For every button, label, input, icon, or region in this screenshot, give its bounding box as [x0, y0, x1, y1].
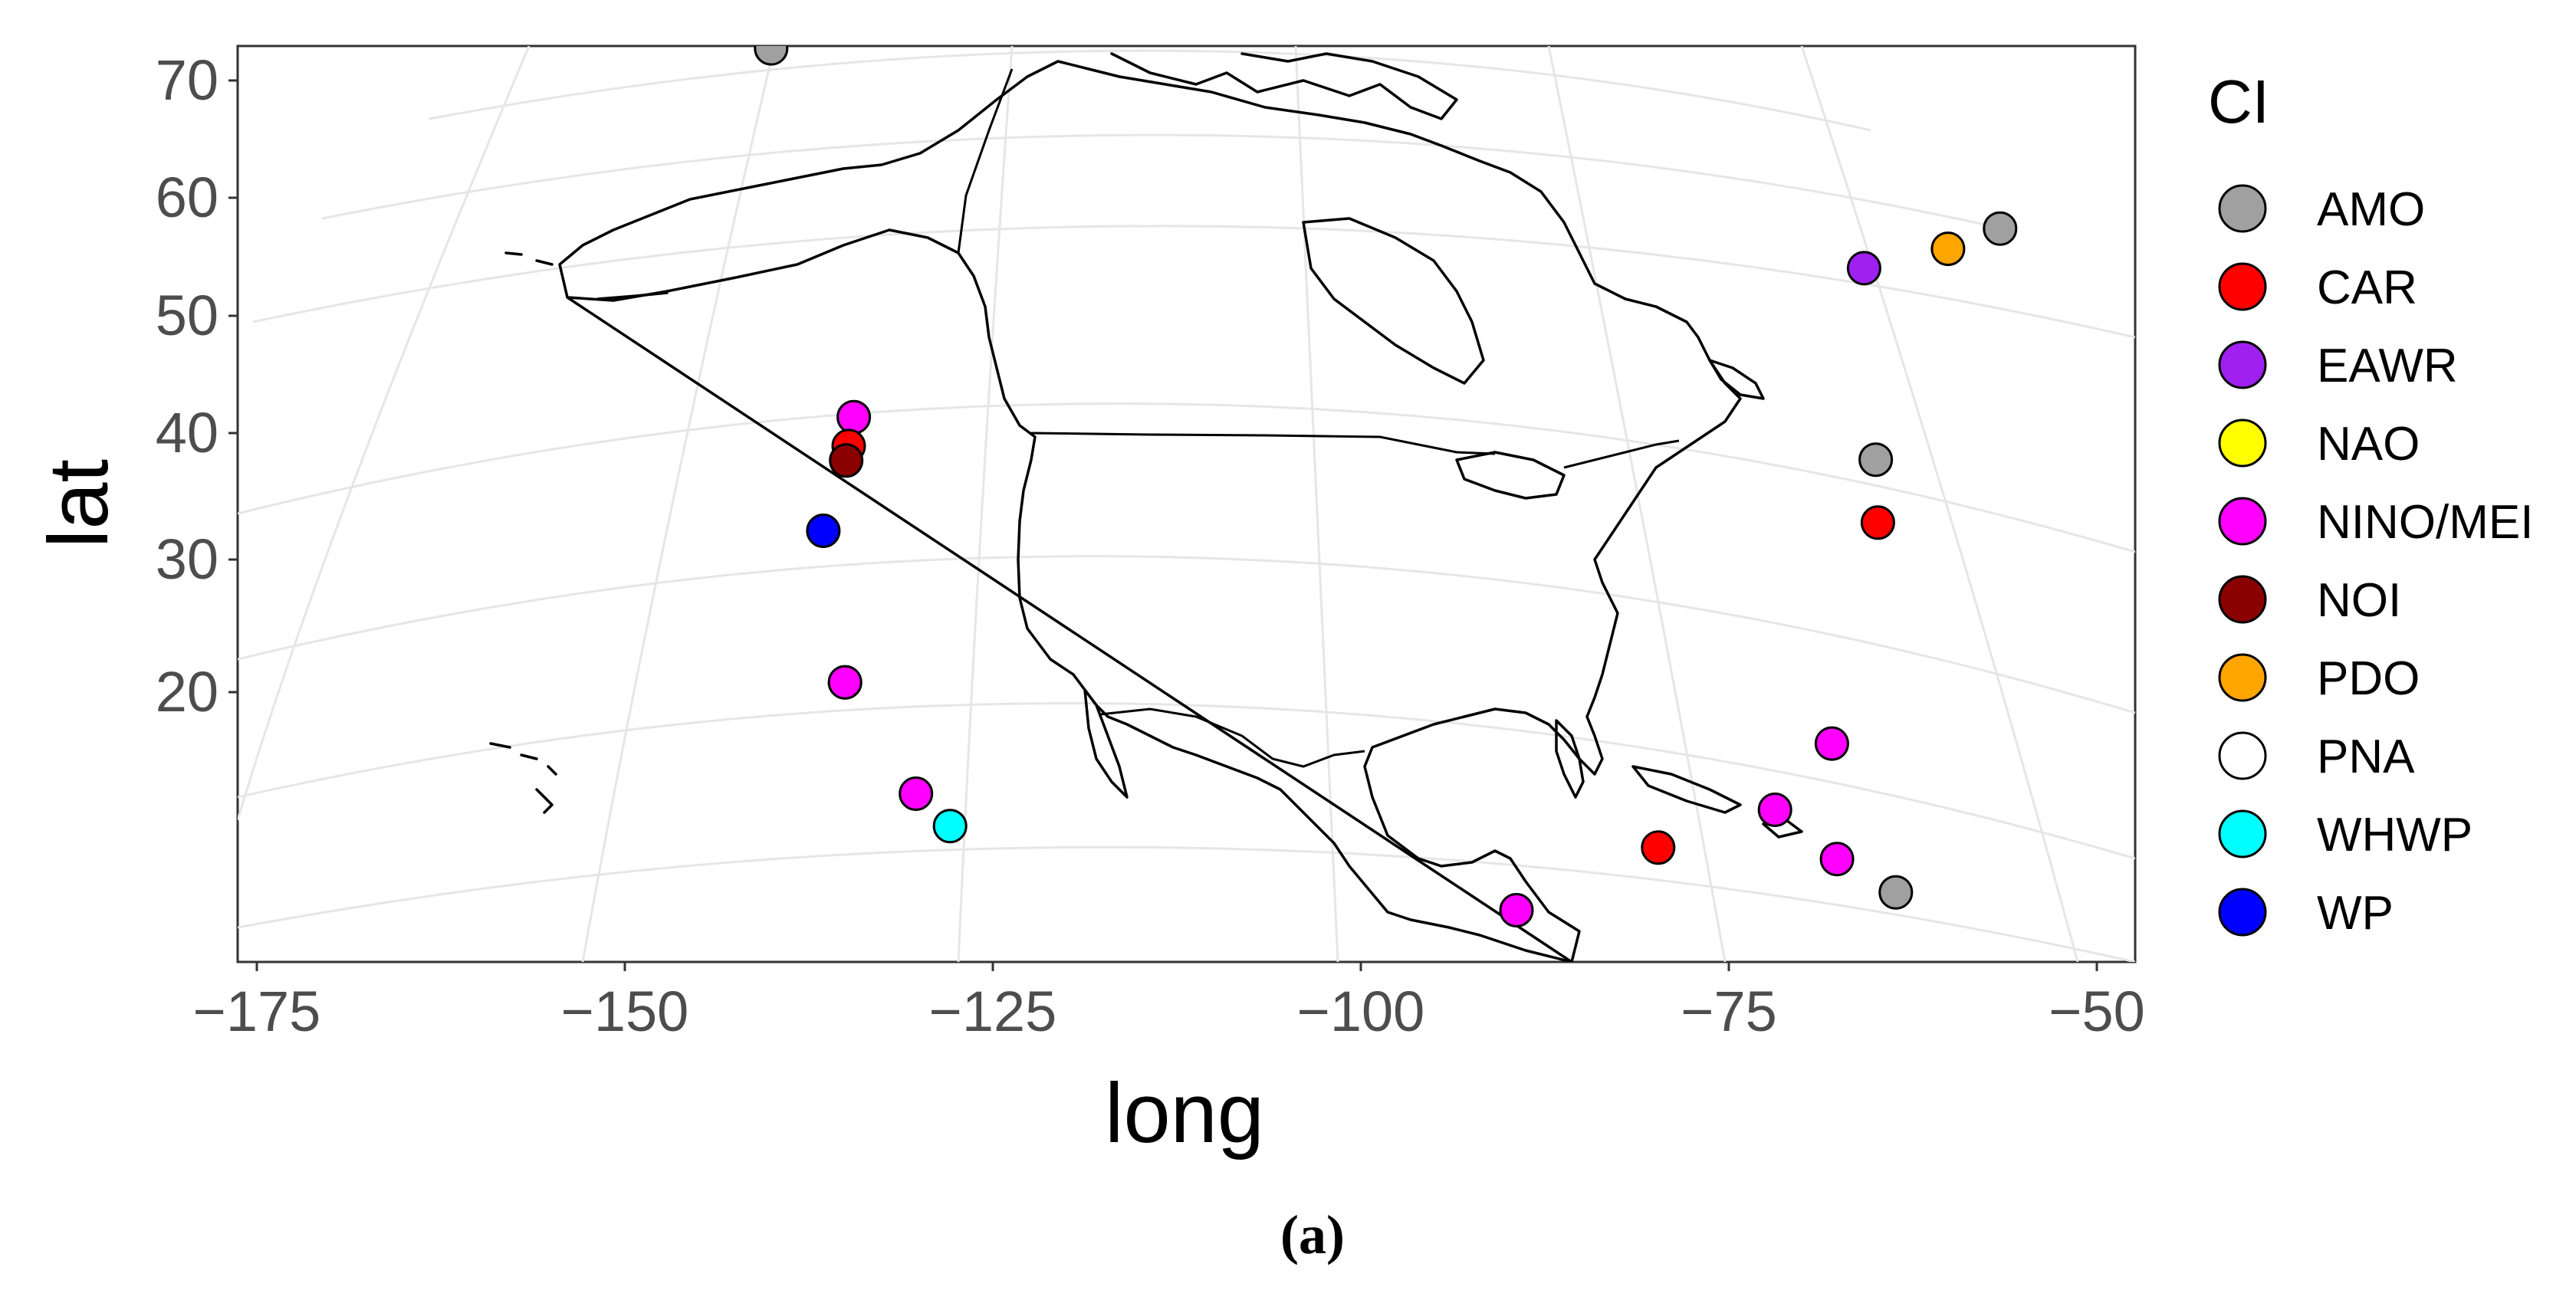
graticule-lat-40	[238, 402, 2135, 553]
graticule-lon-100	[1294, 46, 1339, 962]
baja-california	[1083, 688, 1129, 799]
site-marker-amo	[1983, 211, 2018, 246]
y-tick-label: 20	[156, 660, 219, 724]
x-axis: −175 −150 −125 −100 −75 −50	[193, 962, 2145, 1043]
x-tick-label: −125	[929, 980, 1057, 1043]
site-marker-nino-mei	[1757, 793, 1792, 827]
legend-entry: AMO	[2218, 183, 2425, 236]
legend: CI AMO CAR EAWR NAO NINO/MEI NOI PDO PNA WHWP WP	[2208, 67, 2533, 940]
y-tick-label: 70	[156, 48, 219, 112]
y-tick-label: 50	[156, 284, 219, 347]
graticule-lat-50	[252, 225, 2135, 339]
x-axis-title: long	[1105, 1066, 1264, 1160]
y-axis: 70 60 50 40 30 20	[156, 48, 238, 724]
plot-panel	[236, 44, 2137, 963]
site-markers	[754, 46, 2018, 927]
legend-entry: PNA	[2218, 730, 2415, 783]
legend-swatch	[2218, 731, 2267, 780]
site-marker-car	[1860, 505, 1895, 540]
legend-entry: WP	[2218, 887, 2394, 940]
aleutian-chain	[504, 251, 669, 300]
y-axis-title: lat	[31, 459, 126, 548]
legend-swatch	[2218, 653, 2267, 702]
x-tick-label: −75	[1681, 980, 1777, 1043]
graticule-lat-30	[238, 555, 2135, 714]
graticule-lon-175	[238, 46, 531, 821]
site-marker-nino-mei	[836, 399, 872, 435]
florida	[1555, 719, 1585, 799]
site-marker-nino-mei	[899, 776, 934, 811]
legend-label: PDO	[2317, 652, 2420, 705]
legend-entry: EAWR	[2218, 340, 2458, 392]
great-lakes	[1455, 451, 1566, 500]
legend-label: WP	[2317, 887, 2394, 940]
legend-swatch	[2218, 497, 2267, 546]
x-tick-label: −50	[2049, 980, 2145, 1043]
x-tick-label: −150	[561, 980, 689, 1043]
site-marker-car	[1641, 830, 1676, 865]
site-marker-noi	[829, 443, 864, 478]
legend-entry: WHWP	[2218, 809, 2472, 862]
arctic-islands	[1110, 52, 1458, 120]
graticule-lat-20	[238, 702, 2135, 860]
figure-caption: (a)	[1280, 1204, 1345, 1265]
site-marker-amo	[1858, 442, 1894, 478]
legend-title: CI	[2208, 67, 2269, 136]
legend-items: AMO CAR EAWR NAO NINO/MEI NOI PDO PNA WHWP WP	[2218, 183, 2533, 940]
legend-entry: NOI	[2218, 574, 2401, 627]
site-marker-nino-mei	[1499, 893, 1534, 927]
legend-entry: CAR	[2218, 261, 2417, 314]
site-marker-amo	[754, 46, 789, 66]
legend-entry: PDO	[2218, 652, 2420, 705]
borders	[957, 68, 1680, 768]
graticule-lon-50	[1800, 46, 2079, 962]
graticule-lat-60	[321, 133, 2009, 231]
graticule-lon-75	[1547, 46, 1727, 962]
site-marker-nino-mei	[827, 665, 863, 700]
legend-swatch	[2218, 888, 2267, 937]
legend-entry: NINO/MEI	[2218, 496, 2533, 549]
legend-swatch	[2218, 809, 2267, 858]
legend-label: PNA	[2317, 730, 2415, 783]
legend-label: NAO	[2317, 418, 2420, 471]
legend-label: WHWP	[2317, 809, 2472, 862]
legend-entry: NAO	[2218, 418, 2420, 471]
legend-label: CAR	[2317, 261, 2417, 314]
x-tick-label: −100	[1297, 980, 1425, 1043]
legend-swatch	[2218, 262, 2267, 311]
site-marker-amo	[1878, 875, 1914, 910]
y-tick-label: 30	[156, 527, 219, 591]
cuba	[1631, 765, 1742, 814]
graticule-lat-10	[238, 845, 2135, 962]
site-marker-whwp	[932, 809, 968, 844]
newfoundland	[1708, 359, 1765, 400]
legend-label: NOI	[2317, 574, 2401, 627]
legend-label: EAWR	[2317, 340, 2458, 392]
map-layer	[238, 46, 2135, 962]
legend-label: NINO/MEI	[2317, 496, 2533, 549]
us-canada-border	[1030, 432, 1496, 455]
legend-label: AMO	[2317, 183, 2425, 236]
legend-swatch	[2218, 575, 2267, 624]
us-mexico-border	[1099, 707, 1365, 768]
y-tick-label: 40	[156, 401, 219, 464]
alaska-canada-border	[957, 68, 1014, 254]
y-tick-label: 60	[156, 166, 219, 229]
legend-swatch	[2218, 340, 2267, 389]
site-marker-nino-mei	[1814, 726, 1849, 761]
north-america-outline	[558, 60, 1742, 962]
site-marker-eawr	[1846, 251, 1881, 286]
us-canada-border-east	[1563, 439, 1680, 469]
hawaii	[489, 742, 557, 814]
site-marker-pdo	[1930, 231, 1966, 267]
legend-swatch	[2218, 184, 2267, 233]
x-tick-label: −175	[193, 980, 321, 1043]
site-marker-wp	[806, 514, 841, 548]
site-marker-nino-mei	[1819, 842, 1855, 877]
legend-swatch	[2218, 419, 2267, 468]
hudson-bay	[1302, 217, 1485, 385]
graticule-lat-70	[429, 49, 1871, 132]
